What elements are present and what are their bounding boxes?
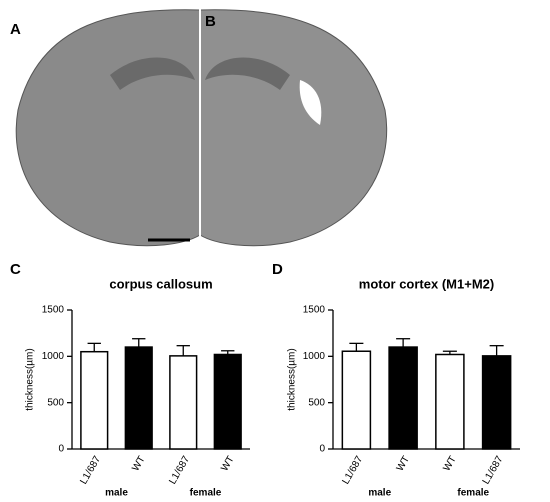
bar (213, 353, 242, 450)
bar (124, 346, 153, 450)
group-label: female (190, 488, 222, 499)
hippocampus-a (110, 57, 195, 90)
y-tick-label: 0 (58, 444, 64, 455)
y-tick-label: 500 (47, 397, 64, 408)
y-tick-label: 500 (308, 397, 325, 408)
brain-section-b (199, 9, 388, 247)
y-axis-label: thickness(µm) (25, 348, 36, 410)
x-tick-label: L1/687 (481, 454, 506, 486)
x-tick-label: WT (219, 454, 236, 473)
panel-label: D (272, 261, 283, 278)
x-tick-label: WT (441, 454, 458, 473)
x-tick-label: L1/687 (167, 454, 192, 486)
chart-title: motor cortex (M1+M2) (359, 276, 494, 291)
bar (388, 346, 418, 450)
group-label: female (457, 488, 489, 499)
y-tick-label: 1000 (42, 351, 65, 362)
x-tick-label: WT (395, 454, 412, 473)
group-label: male (368, 488, 391, 499)
group-label: male (105, 488, 128, 499)
y-tick-label: 1500 (42, 305, 65, 316)
y-axis-label: thickness(µm) (287, 348, 298, 410)
panel-label: C (10, 261, 21, 278)
x-tick-label: L1/687 (78, 454, 103, 486)
bar (481, 355, 512, 450)
bar (435, 353, 465, 450)
panel-label: A (10, 21, 21, 38)
y-tick-label: 0 (319, 444, 325, 455)
y-tick-label: 1000 (303, 351, 326, 362)
panel-label: B (205, 13, 216, 30)
bar (80, 350, 109, 450)
y-tick-label: 1500 (303, 305, 326, 316)
brain-images (15, 8, 388, 247)
x-tick-label: L1/687 (340, 454, 365, 486)
x-tick-label: WT (130, 454, 147, 473)
chart-title: corpus callosum (109, 276, 212, 291)
bar (341, 350, 372, 450)
brain-section-a (15, 9, 201, 247)
bar (169, 355, 198, 450)
hippocampus-b (205, 57, 290, 90)
ventricle (299, 80, 322, 125)
